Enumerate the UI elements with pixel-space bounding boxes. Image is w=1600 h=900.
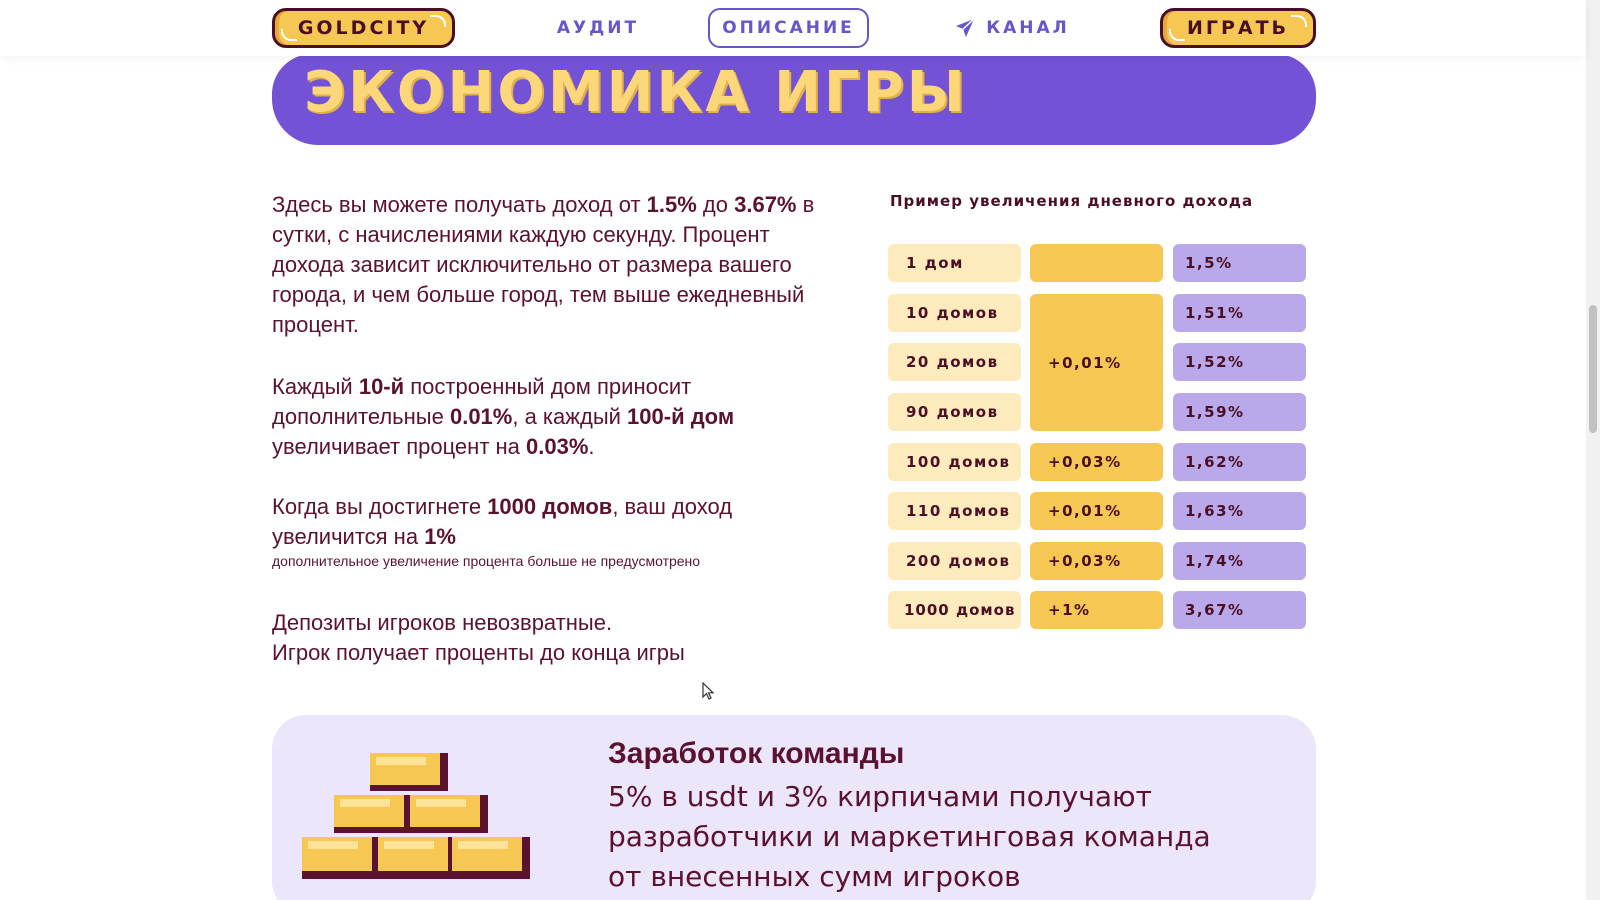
table-cell-percent: 1,74% bbox=[1173, 542, 1306, 580]
top-nav: GOLDCITY АУДИТ ОПИСАНИЕ КАНАЛ ИГРАТЬ bbox=[0, 0, 1586, 56]
scrollbar-thumb[interactable] bbox=[1589, 305, 1597, 433]
table-cell-houses: 90 домов bbox=[888, 393, 1021, 431]
team-earnings-card: Заработок команды 5% в usdt и 3% кирпича… bbox=[272, 715, 1316, 900]
table-cell-houses: 10 домов bbox=[888, 294, 1021, 332]
paragraph-note: дополнительное увеличение процента больш… bbox=[272, 553, 701, 569]
table-cell-bonus: +0,03% bbox=[1030, 542, 1163, 580]
nav-description-link[interactable]: ОПИСАНИЕ bbox=[708, 8, 869, 48]
table-cell-percent: 1,52% bbox=[1173, 343, 1306, 381]
table-cell-percent: 3,67% bbox=[1173, 591, 1306, 629]
team-earnings-text: 5% в usdt и 3% кирпичами получают разраб… bbox=[608, 780, 1211, 893]
gold-bricks-icon bbox=[302, 753, 530, 879]
paragraph-deposits: Депозиты игроков невозвратные. Игрок пол… bbox=[272, 610, 685, 665]
income-table-title: Пример увеличения дневного дохода bbox=[890, 192, 1254, 210]
table-cell-houses: 20 домов bbox=[888, 343, 1021, 381]
table-cell-percent: 1,62% bbox=[1173, 443, 1306, 481]
paragraph-1000-houses: Когда вы достигнете 1000 домов, ваш дохо… bbox=[272, 492, 842, 570]
table-cell-percent: 1,63% bbox=[1173, 492, 1306, 530]
table-cell-percent: 1,59% bbox=[1173, 393, 1306, 431]
table-cell-bonus-merged: +0,01% bbox=[1030, 294, 1163, 431]
max-rate: 3.67% bbox=[734, 192, 797, 217]
nav-channel-link[interactable]: КАНАЛ bbox=[938, 8, 1086, 48]
section-banner: ЭКОНОМИКА ИГРЫ bbox=[272, 54, 1316, 145]
min-rate: 1.5% bbox=[646, 192, 697, 217]
mouse-cursor-icon bbox=[702, 682, 715, 700]
page-scrollbar[interactable] bbox=[1586, 0, 1600, 900]
nav-audit-link[interactable]: АУДИТ bbox=[556, 18, 640, 38]
table-cell-percent: 1,5% bbox=[1173, 244, 1306, 282]
table-cell-houses: 1000 домов bbox=[888, 591, 1021, 629]
table-cell-houses: 200 домов bbox=[888, 542, 1021, 580]
table-cell-houses: 110 домов bbox=[888, 492, 1021, 530]
section-title: ЭКОНОМИКА ИГРЫ bbox=[304, 60, 968, 125]
table-cell-bonus: +1% bbox=[1030, 591, 1163, 629]
paragraph-house-bonus: Каждый 10-й построенный дом приносит доп… bbox=[272, 374, 735, 459]
table-cell-houses: 1 дом bbox=[888, 244, 1021, 282]
play-button[interactable]: ИГРАТЬ bbox=[1160, 8, 1316, 48]
table-cell-bonus: +0,03% bbox=[1030, 443, 1163, 481]
logo-button[interactable]: GOLDCITY bbox=[272, 8, 455, 48]
table-cell-percent: 1,51% bbox=[1173, 294, 1306, 332]
table-cell-bonus bbox=[1030, 244, 1163, 282]
nav-channel-label: КАНАЛ bbox=[986, 18, 1070, 38]
telegram-plane-icon bbox=[956, 18, 975, 38]
team-earnings-title: Заработок команды bbox=[608, 737, 905, 770]
table-cell-bonus: +0,01% bbox=[1030, 492, 1163, 530]
table-cell-houses: 100 домов bbox=[888, 443, 1021, 481]
paragraph-income-range: Здесь вы можете получать доход от 1.5% д… bbox=[272, 192, 815, 337]
